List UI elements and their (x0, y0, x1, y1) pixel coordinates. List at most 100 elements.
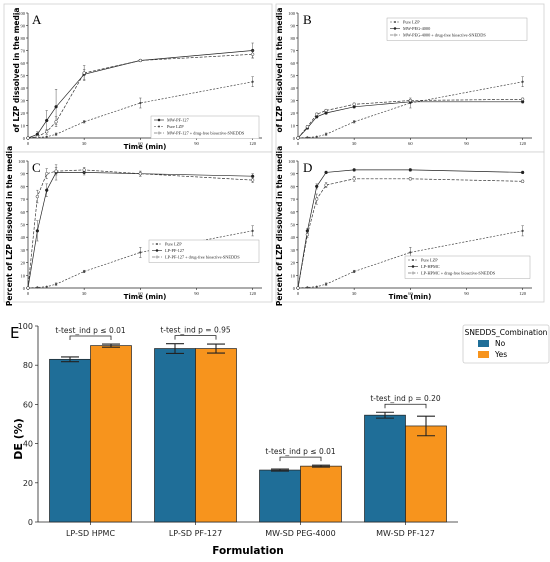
data-point (521, 80, 524, 83)
data-point (250, 174, 255, 178)
data-point (324, 108, 328, 113)
significance-label: t-test_ind p = 0.20 (370, 394, 441, 403)
data-point (324, 170, 328, 175)
data-point (35, 229, 40, 233)
data-point (408, 98, 412, 103)
y-tick-label: 50 (291, 223, 296, 228)
y-tick-label: 20 (291, 261, 296, 266)
data-point (324, 183, 328, 187)
panel-b-letter: B (303, 12, 312, 27)
data-point (306, 136, 309, 139)
legend-label: MW-PF-127 (167, 118, 190, 123)
y-tick-label: 100 (18, 159, 26, 164)
legend-label: MW-PEG-4000 + drug-free bioactive-SNEDDS (403, 33, 486, 38)
y-tick-label: 100 (288, 159, 296, 164)
legend-label-yes: Yes (494, 350, 507, 359)
legend-marker (394, 21, 397, 24)
legend-box (386, 17, 528, 41)
y-tick-label: 40 (291, 235, 296, 240)
legend-marker (411, 271, 415, 275)
legend-swatch-yes (478, 351, 489, 358)
x-tick-label: 0 (27, 291, 30, 296)
bar (405, 425, 447, 523)
data-point (138, 172, 142, 176)
bar-chart: 0 20 40 60 80 100 LP-SD HPMC t-test_ind p ≤ 0.0… (18, 322, 458, 538)
y-tick-label: 30 (291, 99, 296, 104)
panel-e: E DE (%) Formulation 0 20 40 60 80 100 LP-SD H… (10, 322, 550, 557)
legend-marker (155, 249, 159, 252)
x-tick-label: 30 (352, 291, 357, 296)
data-point (408, 177, 412, 181)
data-point (521, 229, 524, 233)
bar (90, 345, 132, 523)
x-tick-label: 60 (138, 291, 143, 296)
data-point (353, 270, 356, 273)
data-point (296, 286, 300, 290)
significance-label: t-test_ind p ≤ 0.01 (265, 447, 336, 456)
data-point (520, 179, 525, 183)
data-point (139, 101, 142, 105)
y-tick-label: 40 (291, 86, 296, 91)
panel-e-ylabel: DE (%) (12, 418, 25, 460)
legend-label: Pure LZP (165, 242, 182, 247)
y-tick-label: 50 (21, 74, 26, 79)
data-point (251, 229, 254, 233)
y-tick-label: 90 (291, 172, 296, 177)
y-tick-label: 0 (293, 286, 296, 291)
bar (195, 348, 237, 523)
data-point (35, 135, 40, 139)
data-point (352, 168, 356, 172)
legend-label: Pure LZP (403, 20, 420, 25)
bar (300, 465, 342, 523)
data-point (82, 71, 86, 75)
y-tick-label: 70 (291, 49, 296, 54)
y-tick-label: 100 (18, 11, 26, 16)
panel-a: A of LZP dissolved in the media Time (mi… (3, 3, 273, 153)
panel-d-ylabel: Percent of LZP dissolved in the media (275, 146, 284, 306)
y-tick-label: 0 (23, 136, 26, 141)
data-point (305, 125, 310, 129)
data-point (353, 120, 356, 123)
data-point (315, 135, 318, 138)
y-tick-label: 80 (291, 184, 296, 189)
line-chart-c: 0 10 20 30 40 50 60 70 80 90 100 0 30 60 90 120 Pure LZP… (18, 159, 262, 296)
data-point (324, 283, 328, 286)
significance-bracket (279, 456, 322, 462)
data-point (324, 133, 328, 136)
x-tick-label: 0 (297, 291, 300, 296)
series-2 (26, 50, 255, 140)
panel-e-xlabel: Formulation (212, 545, 284, 557)
significance-label: t-test_ind p = 0.95 (160, 326, 231, 335)
legend-swatch-no (478, 340, 489, 347)
data-point (54, 283, 58, 286)
panel-c-border (3, 151, 273, 303)
legend-label-no: No (495, 339, 506, 348)
data-point (26, 286, 30, 290)
data-point (251, 80, 254, 83)
y-tick-label: 80 (21, 184, 26, 189)
x-tick-label: 90 (464, 141, 469, 146)
y-tick-label: 60 (21, 210, 26, 215)
x-tick-label: 120 (519, 291, 527, 296)
y-tick-label: 60 (291, 61, 296, 66)
data-point (520, 170, 525, 175)
panel-e-legend: SNEDDS_Combination No Yes (462, 324, 550, 364)
line-chart-a: 0 10 20 30 40 50 60 70 80 90 100 0 30 60 90 120 MW-PF-12… (18, 11, 262, 146)
panel-b-ylabel: of LZP dissolved in the media (275, 8, 284, 133)
data-point (296, 136, 300, 140)
data-point (520, 97, 525, 101)
y-tick-label: 10 (21, 273, 26, 278)
x-tick-label: 90 (194, 291, 199, 296)
legend-marker (393, 27, 397, 30)
legend-box (150, 115, 260, 139)
data-point (250, 52, 255, 56)
x-tick-label: 30 (82, 291, 87, 296)
data-point (45, 135, 48, 138)
panel-c-xlabel: Time (min) (124, 293, 167, 301)
legend-marker (393, 33, 397, 37)
y-tick-label: 40 (21, 235, 26, 240)
legend-marker (157, 125, 160, 128)
legend-marker (155, 255, 159, 259)
